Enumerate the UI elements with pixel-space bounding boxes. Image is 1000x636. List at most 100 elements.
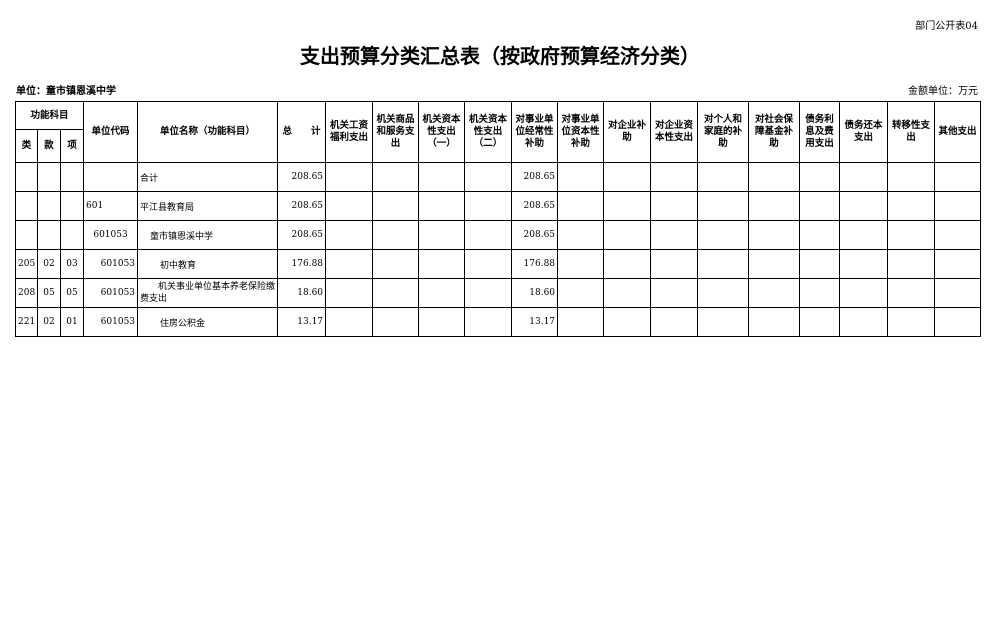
- header-econ: 机关资本性支出（一）: [418, 101, 466, 163]
- cell-code: 601053: [83, 220, 139, 250]
- cell-name: 初中教育: [137, 249, 279, 279]
- cell-econ: [839, 249, 889, 279]
- cell-kuan: 02: [37, 249, 61, 279]
- cell-code: [83, 162, 139, 192]
- cell-econ: [557, 249, 605, 279]
- cell-xiang: [59, 162, 85, 192]
- cell-econ: [464, 278, 513, 308]
- table-row: 601 平江县教育局 208.65 208.65: [15, 191, 982, 221]
- cell-xiang: [59, 220, 85, 250]
- cell-xiang: 01: [59, 307, 85, 337]
- cell-econ: [372, 278, 420, 308]
- header-lei: 类: [15, 129, 38, 163]
- cell-econ: [372, 220, 420, 250]
- cell-econ: [418, 191, 466, 221]
- cell-econ: [418, 249, 466, 279]
- table-row: 601053 童市镇恩溪中学 208.65 208.65: [15, 220, 982, 250]
- header-func: 功能科目: [14, 101, 85, 130]
- cell-econ: [372, 162, 420, 192]
- cell-total: 13.17: [277, 307, 327, 337]
- cell-econ: [650, 191, 699, 221]
- page-title: 支出预算分类汇总表（按政府预算经济分类）: [300, 44, 700, 68]
- cell-xiang: 03: [59, 249, 85, 279]
- cell-total: 18.60: [277, 278, 327, 308]
- cell-econ: [603, 249, 652, 279]
- header-econ: 转移性支出: [887, 101, 936, 163]
- header-econ: 机关商品和服务支出: [372, 101, 420, 163]
- header-econ: 机关资本性支出（二）: [464, 101, 513, 163]
- cell-name: 合计: [137, 162, 279, 192]
- cell-econ: [799, 162, 841, 192]
- cell-econ: [697, 278, 750, 308]
- cell-econ: [557, 278, 605, 308]
- cell-econ: [799, 220, 841, 250]
- header-kuan: 款: [37, 129, 61, 163]
- header-econ: 对个人和家庭的补助: [697, 101, 750, 163]
- header-econ: 债务还本支出: [839, 101, 889, 163]
- cell-name: 住房公积金: [137, 307, 279, 337]
- header-name: 单位名称（功能科目）: [137, 101, 279, 163]
- cell-econ: [839, 162, 889, 192]
- cell-econ: [839, 191, 889, 221]
- cell-code: 601053: [83, 249, 139, 279]
- header-xiang: 项: [59, 129, 85, 163]
- cell-econ: [748, 220, 801, 250]
- header-econ: 债务利息及费用支出: [799, 101, 841, 163]
- cell-econ: [934, 220, 982, 250]
- cell-code: 601053: [83, 307, 139, 337]
- cell-econ: 208.65: [511, 220, 559, 250]
- cell-econ: [603, 162, 652, 192]
- cell-econ: [934, 307, 982, 337]
- cell-kuan: [37, 191, 61, 221]
- cell-econ: [887, 162, 936, 192]
- cell-econ: [748, 307, 801, 337]
- cell-econ: [464, 220, 513, 250]
- cell-econ: 208.65: [511, 191, 559, 221]
- unit-label: 单位：童市镇恩溪中学: [16, 86, 116, 97]
- amount-unit-label: 金额单位：万元: [908, 86, 978, 97]
- cell-lei: 205: [15, 249, 38, 279]
- cell-econ: [372, 307, 420, 337]
- header-econ: 对事业单位资本性补助: [557, 101, 605, 163]
- cell-code: 601053: [83, 278, 139, 308]
- cell-name: 机关事业单位基本养老保险缴费支出: [137, 278, 279, 308]
- cell-econ: [325, 249, 374, 279]
- cell-econ: [418, 307, 466, 337]
- cell-lei: 208: [15, 278, 38, 308]
- cell-econ: [799, 249, 841, 279]
- cell-econ: [464, 307, 513, 337]
- cell-econ: [799, 278, 841, 308]
- header-econ: 其他支出: [934, 101, 982, 163]
- cell-econ: [697, 249, 750, 279]
- cell-econ: [650, 162, 699, 192]
- header-econ: 对企业补助: [603, 101, 652, 163]
- cell-econ: [603, 278, 652, 308]
- cell-econ: [748, 191, 801, 221]
- header-code: 单位代码: [83, 101, 139, 163]
- cell-econ: 18.60: [511, 278, 559, 308]
- cell-econ: [839, 278, 889, 308]
- cell-econ: [603, 307, 652, 337]
- cell-econ: [799, 191, 841, 221]
- cell-econ: [418, 162, 466, 192]
- cell-econ: [650, 307, 699, 337]
- cell-econ: [697, 162, 750, 192]
- table-row: 合计 208.65 208.65: [15, 162, 982, 192]
- cell-econ: [839, 307, 889, 337]
- table-row: 221 02 01 601053 住房公积金 13.17 13.17: [15, 307, 982, 337]
- cell-econ: [748, 162, 801, 192]
- cell-econ: [887, 307, 936, 337]
- cell-econ: [748, 249, 801, 279]
- table-row: 208 05 05 601053 机关事业单位基本养老保险缴费支出 18.60 18.60: [15, 278, 982, 308]
- cell-econ: [418, 278, 466, 308]
- cell-lei: 221: [15, 307, 38, 337]
- cell-kuan: 05: [37, 278, 61, 308]
- cell-econ: [557, 191, 605, 221]
- header-econ: 对企业资本性支出: [650, 101, 699, 163]
- cell-xiang: [59, 191, 85, 221]
- cell-econ: [934, 249, 982, 279]
- cell-econ: [650, 278, 699, 308]
- cell-econ: [650, 249, 699, 279]
- cell-econ: [325, 220, 374, 250]
- table-row: 205 02 03 601053 初中教育 176.88 176.88: [15, 249, 982, 279]
